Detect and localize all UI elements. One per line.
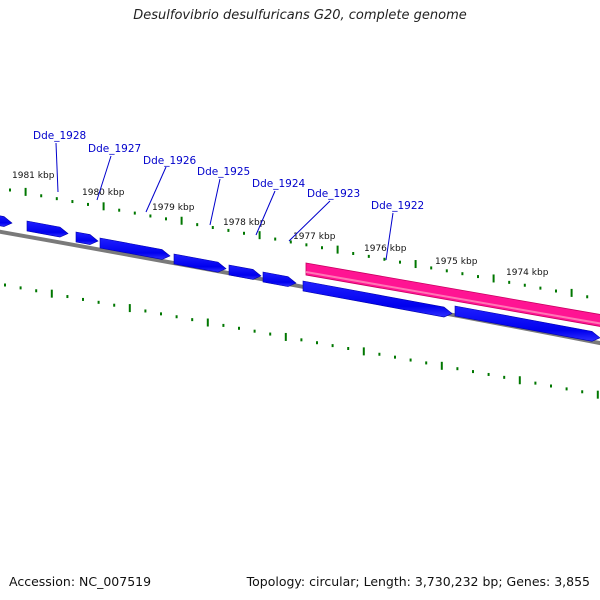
gene-label[interactable]: Dde_1924 <box>252 178 306 190</box>
highlighted-gene-shine <box>305 271 600 325</box>
kbp-label: 1980 kbp <box>82 188 125 198</box>
gene-leader-line <box>255 190 276 236</box>
accession-label: Accession: NC_007519 <box>9 574 152 589</box>
gene-track <box>0 214 600 342</box>
gene-leader-line <box>145 166 167 213</box>
gene-leader-line <box>288 200 331 242</box>
gene-arrow[interactable] <box>302 280 453 318</box>
gene-arrow[interactable] <box>454 305 600 342</box>
gene-label[interactable]: Dde_1925 <box>197 166 250 178</box>
kbp-label: 1979 kbp <box>152 203 195 213</box>
inner-tick-ring <box>4 283 599 399</box>
gene-leader-line <box>96 155 112 201</box>
gene-arrow[interactable] <box>99 237 171 260</box>
gene-arrow[interactable] <box>26 220 69 238</box>
kbp-label: 1976 kbp <box>364 244 407 254</box>
kbp-labels: 1981 kbp 1980 kbp 1979 kbp 1978 kbp 1977 kbp… <box>12 171 549 278</box>
gene-arrow[interactable] <box>228 264 262 280</box>
gene-arrow[interactable] <box>173 253 227 273</box>
gene-leader-line <box>385 212 394 261</box>
kbp-label: 1981 kbp <box>12 171 55 181</box>
kbp-label: 1974 kbp <box>506 268 549 278</box>
outer-tick-ring <box>9 187 589 299</box>
genome-backbone <box>0 229 600 346</box>
gene-label[interactable]: Dde_1926 <box>143 155 197 167</box>
gene-label[interactable]: Dde_1923 <box>307 188 360 200</box>
map-title: Desulfovibrio desulfuricans G20, complet… <box>133 8 467 23</box>
kbp-label: 1978 kbp <box>223 218 266 228</box>
gene-arrow[interactable] <box>0 214 13 227</box>
kbp-label: 1975 kbp <box>435 257 478 267</box>
topology-label: Topology: circular; Length: 3,730,232 bp… <box>246 574 590 589</box>
gene-label[interactable]: Dde_1927 <box>88 143 141 155</box>
gene-leader-line <box>209 178 221 226</box>
kbp-label: 1977 kbp <box>293 232 336 242</box>
gene-label[interactable]: Dde_1928 <box>33 130 86 142</box>
gene-labels: Dde_1928Dde_1927Dde_1926Dde_1925Dde_1924… <box>33 130 424 261</box>
gene-label[interactable]: Dde_1922 <box>371 200 424 212</box>
gene-arrow[interactable] <box>75 231 99 245</box>
gene-leader-line <box>55 142 59 193</box>
gene-arrow[interactable] <box>262 271 297 287</box>
